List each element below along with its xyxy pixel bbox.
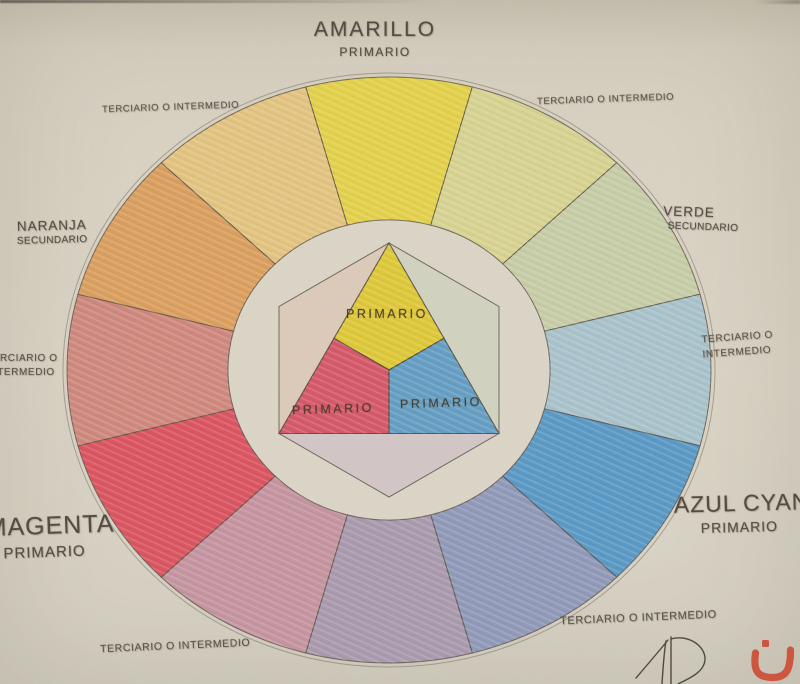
label-terciario-left-line1: TERCIARIO O xyxy=(0,353,58,364)
label-naranja-subtitle: SECUNDARIO xyxy=(16,234,88,247)
label-terciario-left: TERCIARIO O INTERMEDIO xyxy=(0,352,58,380)
label-terciario-left-line2: INTERMEDIO xyxy=(0,367,55,378)
label-terciario-right: TERCIARIO O INTERMEDIO xyxy=(701,328,775,363)
label-magenta: MAGENTA PRIMARIO xyxy=(0,509,115,563)
label-amarillo: AMARILLO PRIMARIO xyxy=(313,18,437,59)
label-magenta-title: MAGENTA xyxy=(0,509,115,543)
label-naranja-title: NARANJA xyxy=(16,217,88,234)
signature-mark xyxy=(635,636,706,684)
label-verde-title: VERDE xyxy=(662,203,716,221)
label-amarillo-subtitle: PRIMARIO xyxy=(339,45,411,59)
label-primario-azul: PRIMARIO xyxy=(399,394,483,412)
label-azul-cyan-title: AZUL CYAN xyxy=(673,488,800,518)
label-primario-magenta: PRIMARIO xyxy=(291,400,375,418)
label-azul-cyan-subtitle: PRIMARIO xyxy=(700,517,779,537)
label-primario-amarillo: PRIMARIO xyxy=(346,307,428,321)
photo-top-right-shadow xyxy=(756,0,800,4)
label-naranja: NARANJA SECUNDARIO xyxy=(12,217,93,247)
label-azul-cyan: AZUL CYAN PRIMARIO xyxy=(673,488,800,536)
noon-glyph-watermark xyxy=(751,640,795,682)
label-verde: VERDE SECUNDARIO xyxy=(660,203,761,234)
label-amarillo-title: AMARILLO xyxy=(313,18,437,41)
photo-top-shadow xyxy=(0,0,430,3)
